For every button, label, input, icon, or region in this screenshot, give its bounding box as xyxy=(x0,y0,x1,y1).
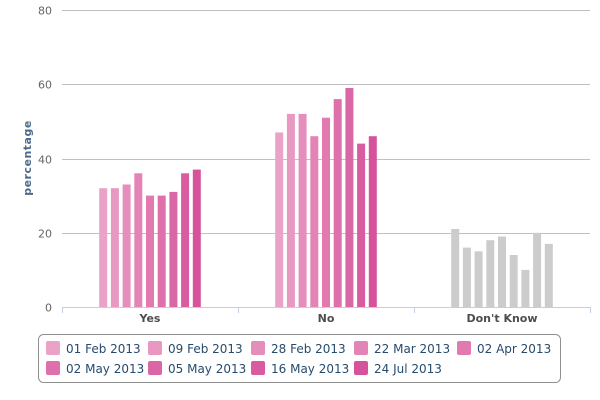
legend: 01 Feb 2013 09 Feb 2013 28 Feb 2013 22 Mar … xyxy=(38,334,561,383)
bar[interactable] xyxy=(345,88,354,307)
bar[interactable] xyxy=(110,188,119,307)
legend-label: 16 May 2013 xyxy=(271,362,349,376)
legend-label: 02 Apr 2013 xyxy=(477,342,551,356)
legend-swatch xyxy=(251,361,265,375)
bar[interactable] xyxy=(157,195,166,307)
legend-swatch xyxy=(148,361,162,375)
x-tick-label: Don't Know xyxy=(466,312,537,325)
bar[interactable] xyxy=(134,173,143,307)
bar[interactable] xyxy=(368,136,377,307)
bar[interactable] xyxy=(521,269,530,307)
legend-item[interactable]: 05 May 2013 xyxy=(148,361,246,376)
legend-swatch xyxy=(148,341,162,355)
bar[interactable] xyxy=(275,132,284,308)
legend-item[interactable]: 16 May 2013 xyxy=(251,361,349,376)
bar[interactable] xyxy=(498,236,506,308)
bars xyxy=(99,88,553,308)
y-tick-label: 80 xyxy=(38,5,52,18)
legend-item[interactable]: 24 Jul 2013 xyxy=(354,361,442,376)
y-tick-label: 60 xyxy=(38,79,52,92)
bar[interactable] xyxy=(99,188,108,307)
bar[interactable] xyxy=(169,191,178,307)
bar[interactable] xyxy=(333,99,342,307)
legend-item[interactable]: 22 Mar 2013 xyxy=(354,341,450,356)
legend-item[interactable]: 02 May 2013 xyxy=(46,361,144,376)
bar[interactable] xyxy=(509,255,518,307)
legend-swatch xyxy=(46,361,60,375)
legend-swatch xyxy=(354,361,368,375)
x-tick-label: Yes xyxy=(139,312,161,325)
bar[interactable] xyxy=(451,229,460,307)
y-axis-label: percentage xyxy=(21,120,34,196)
bar[interactable] xyxy=(310,136,319,307)
legend-swatch xyxy=(251,341,265,355)
legend-label: 22 Mar 2013 xyxy=(374,342,450,356)
bar[interactable] xyxy=(122,184,131,308)
legend-label: 24 Jul 2013 xyxy=(374,362,442,376)
bar[interactable] xyxy=(486,240,495,307)
y-tick-label: 0 xyxy=(45,302,52,315)
legend-label: 05 May 2013 xyxy=(168,362,246,376)
y-axis-ticks: 0 20 40 60 80 xyxy=(38,5,52,315)
bar[interactable] xyxy=(192,169,201,307)
x-tick-label: No xyxy=(318,312,335,325)
legend-swatch xyxy=(457,341,471,355)
legend-swatch xyxy=(46,341,60,355)
legend-label: 28 Feb 2013 xyxy=(271,342,346,356)
legend-label: 01 Feb 2013 xyxy=(66,342,141,356)
legend-item[interactable]: 02 Apr 2013 xyxy=(457,341,551,356)
legend-label: 09 Feb 2013 xyxy=(168,342,243,356)
y-tick-label: 40 xyxy=(38,154,52,167)
bar[interactable] xyxy=(544,243,553,307)
legend-item[interactable]: 09 Feb 2013 xyxy=(148,341,243,356)
bar[interactable] xyxy=(298,113,307,308)
legend-label: 02 May 2013 xyxy=(66,362,144,376)
x-axis: Yes No Don't Know xyxy=(62,307,591,325)
bar[interactable] xyxy=(322,117,330,307)
bar[interactable] xyxy=(533,232,542,308)
legend-swatch xyxy=(354,341,368,355)
legend-box xyxy=(38,334,561,383)
legend-item[interactable]: 28 Feb 2013 xyxy=(251,341,346,356)
bar[interactable] xyxy=(146,195,154,307)
bar[interactable] xyxy=(474,251,483,307)
legend-item[interactable]: 01 Feb 2013 xyxy=(46,341,141,356)
bar[interactable] xyxy=(181,173,190,307)
bar[interactable] xyxy=(357,143,366,307)
bar[interactable] xyxy=(286,113,295,308)
bar[interactable] xyxy=(462,247,471,307)
y-tick-label: 20 xyxy=(38,228,52,241)
